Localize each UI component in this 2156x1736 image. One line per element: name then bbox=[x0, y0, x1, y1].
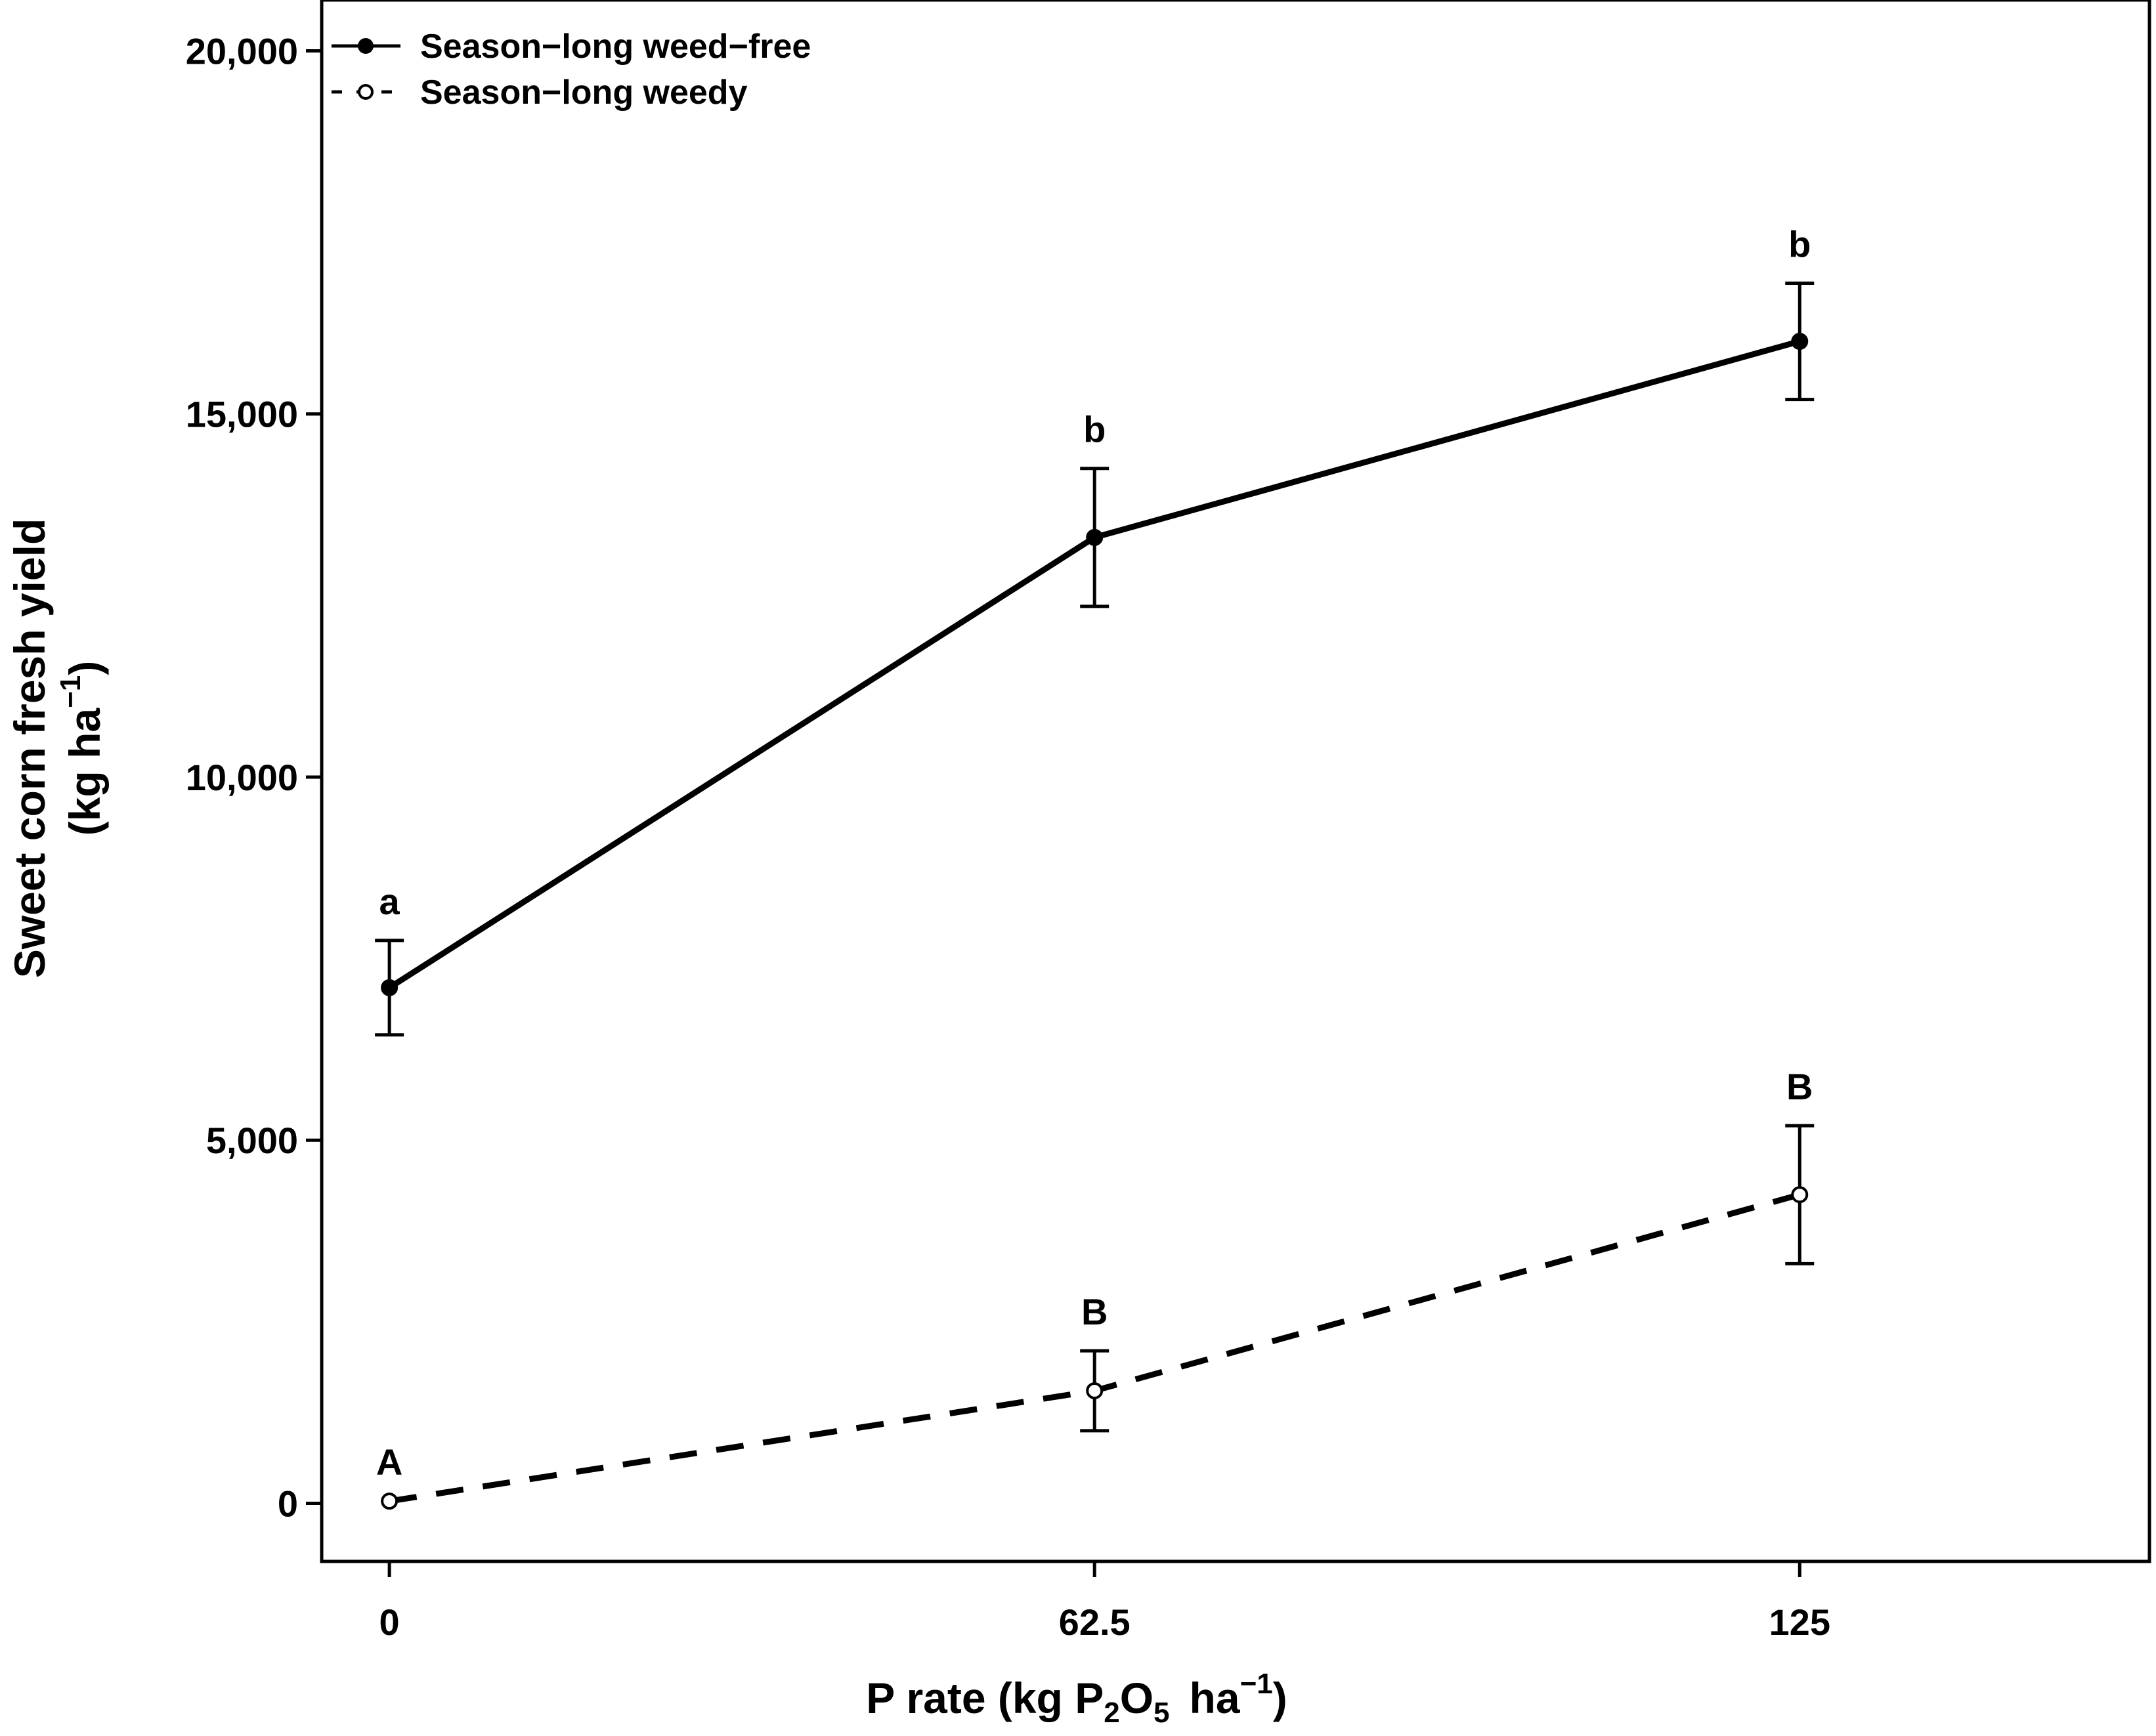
y-axis-title-line1: Sweet corn fresh yield bbox=[5, 519, 54, 979]
legend-label: Season−long weedy bbox=[420, 74, 748, 112]
series-layer: a b b A B B bbox=[375, 224, 1815, 1510]
data-point bbox=[1086, 528, 1104, 546]
x-tick-label: 125 bbox=[1769, 1601, 1830, 1643]
legend-marker bbox=[358, 38, 374, 54]
x-tick-label: 62.5 bbox=[1059, 1601, 1131, 1643]
series-line bbox=[389, 1191, 1801, 1504]
series-weed-free: a b b bbox=[375, 224, 1815, 1037]
significance-letter: A bbox=[376, 1441, 402, 1483]
legend: Season−long weed−free Season−long weedy bbox=[332, 28, 811, 112]
y-axis-title-line2: (kg ha−1) bbox=[54, 661, 109, 836]
series-weedy: A B B bbox=[376, 1066, 1815, 1510]
significance-letter: B bbox=[1786, 1066, 1813, 1107]
data-point bbox=[381, 1493, 399, 1510]
data-point bbox=[1791, 333, 1809, 350]
significance-letter: b bbox=[1788, 224, 1811, 265]
y-axis: 0 5,000 10,000 15,000 20,000 bbox=[186, 30, 322, 1524]
x-axis-title: P rate (kg P2O5 ha−1) bbox=[866, 1668, 1287, 1729]
data-point bbox=[381, 979, 399, 996]
y-tick-label: 20,000 bbox=[186, 30, 298, 72]
y-tick-label: 5,000 bbox=[206, 1120, 298, 1161]
legend-label: Season−long weed−free bbox=[420, 28, 811, 66]
legend-marker bbox=[358, 84, 374, 100]
significance-letter: b bbox=[1083, 409, 1106, 450]
significance-letter: a bbox=[379, 881, 400, 922]
significance-letter: B bbox=[1081, 1291, 1108, 1332]
plot-frame bbox=[320, 0, 2151, 1563]
y-tick-label: 0 bbox=[278, 1483, 298, 1524]
x-axis: 0 62.5 125 bbox=[379, 1561, 1830, 1643]
x-tick-label: 0 bbox=[379, 1601, 400, 1643]
y-tick-label: 15,000 bbox=[186, 394, 298, 435]
data-point bbox=[1086, 1382, 1104, 1399]
data-point bbox=[1791, 1186, 1809, 1204]
y-tick-label: 10,000 bbox=[186, 757, 298, 798]
